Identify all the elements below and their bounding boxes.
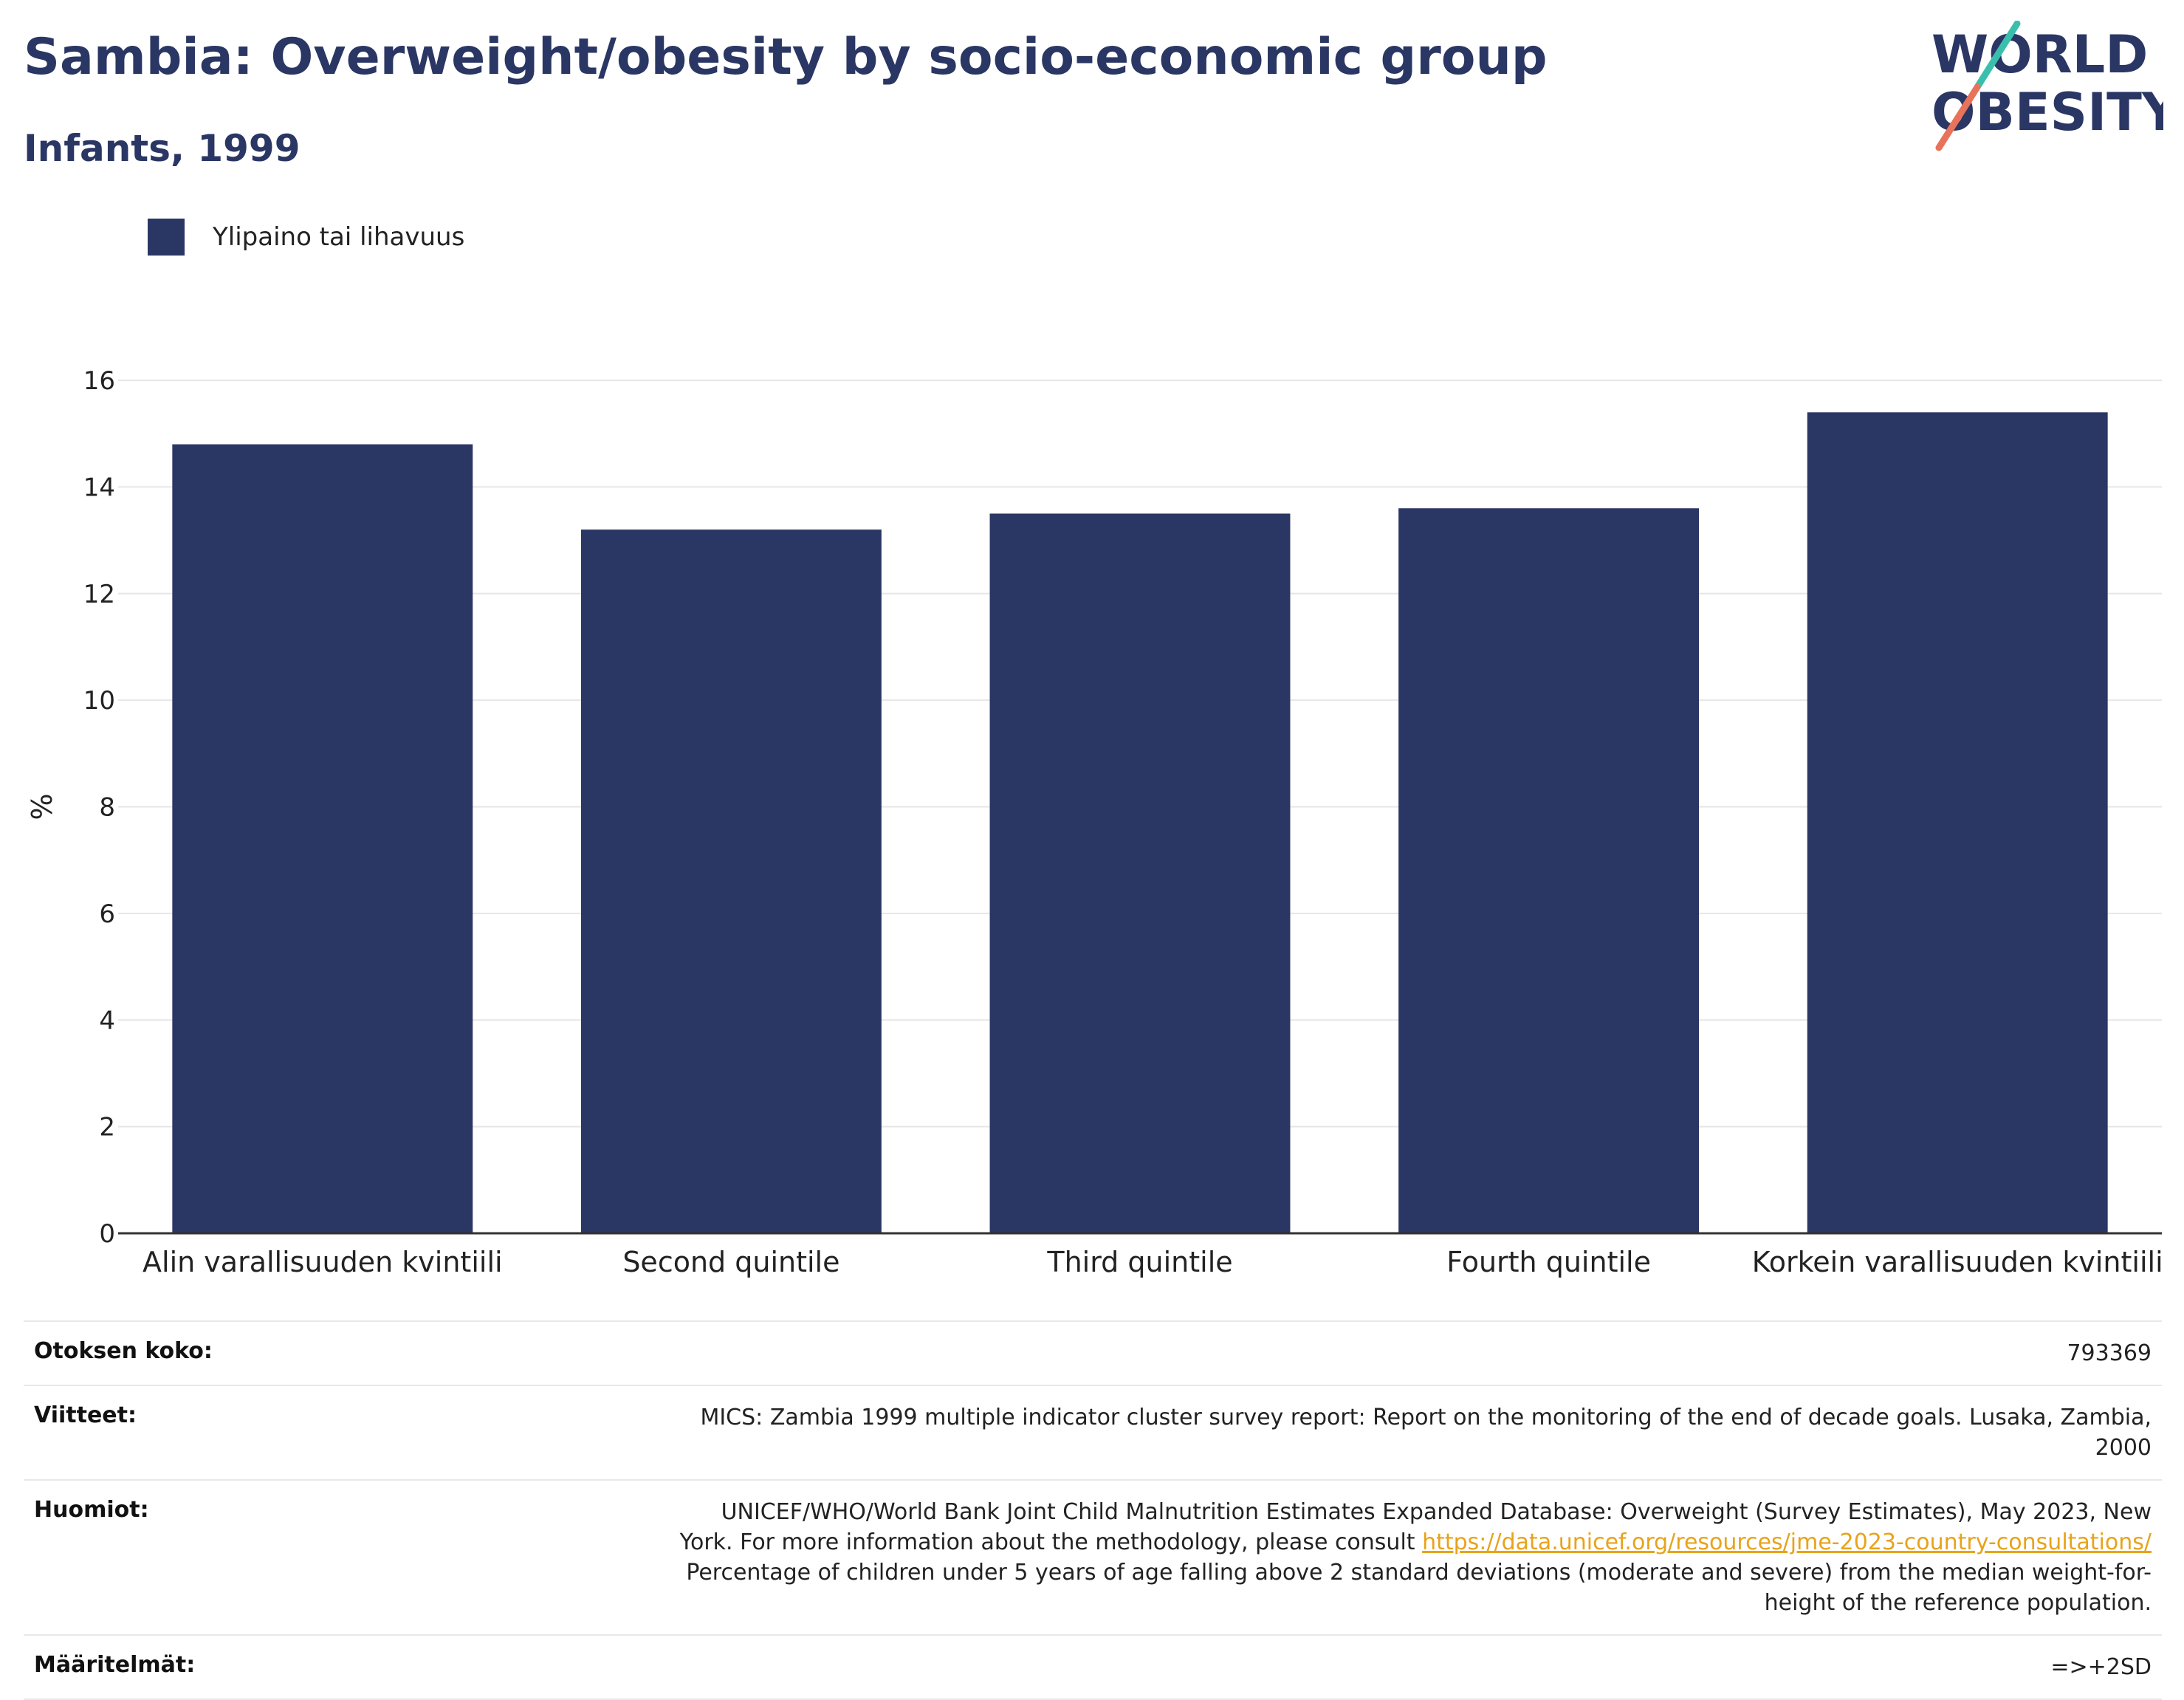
y-tick-label: 8 [99, 793, 115, 823]
logo-text-world: WORLD [1931, 24, 2148, 85]
definitions-value: =>+2SD [2050, 1654, 2152, 1680]
chart-legend[interactable]: Ylipaino tai lihavuus [148, 219, 464, 256]
x-tick-label: Korkein varallisuuden kvintiili [1752, 1246, 2163, 1278]
definitions-row: Määritelmät: =>+2SD [24, 1634, 2162, 1700]
bar-4 [1398, 508, 1700, 1233]
y-tick-label: 0 [99, 1219, 115, 1249]
sample-size-row: Otoksen koko: 793369 [24, 1320, 2162, 1385]
bar-3 [989, 513, 1291, 1233]
notes-line-1: UNICEF/WHO/World Bank Joint Child Malnut… [721, 1499, 2152, 1525]
logo-text-obesity: OBESITY [1931, 82, 2163, 143]
logo-teal-slash [1974, 21, 2021, 91]
sample-size-value: 793369 [2067, 1340, 2152, 1366]
y-tick-label: 6 [99, 899, 115, 929]
y-tick-label: 4 [99, 1006, 115, 1035]
chart-title: Sambia: Overweight/obesity by socio-econ… [24, 28, 1548, 86]
notes-line-3: Percentage of children under 5 years of … [686, 1560, 2152, 1586]
x-tick-label: Second quintile [622, 1246, 839, 1278]
x-tick-label: Alin varallisuuden kvintiili [142, 1246, 503, 1278]
sample-size-label: Otoksen koko: [34, 1338, 213, 1364]
logo-coral-slash [1935, 83, 1981, 151]
y-tick-label: 10 [83, 686, 115, 716]
legend-label: Ylipaino tai lihavuus [213, 222, 465, 252]
world-obesity-logo: WORLD OBESITY [1931, 21, 2163, 151]
notes-line-2: York. For more information about the met… [679, 1529, 1423, 1555]
definitions-label: Määritelmät: [34, 1652, 196, 1678]
y-tick-label: 2 [99, 1113, 115, 1142]
bar-chart: 0 2 4 6 8 10 12 14 16% Alin varallisuuden kvintii… [26, 366, 2163, 1278]
notes-label: Huomiot: [34, 1497, 149, 1523]
references-value: MICS: Zambia 1999 multiple indicator clu… [700, 1405, 2152, 1461]
notes-row: Huomiot: UNICEF/WHO/World Bank Joint Chi… [24, 1479, 2162, 1634]
legend-swatch [148, 219, 185, 256]
x-tick-label: Third quintile [1046, 1246, 1232, 1278]
y-tick-label: 12 [83, 580, 115, 609]
bar-1 [172, 444, 473, 1233]
x-tick-label: Fourth quintile [1446, 1246, 1651, 1278]
references-row: Viitteet: MICS: Zambia 1999 multiple ind… [24, 1385, 2162, 1479]
bar-5 [1807, 412, 2108, 1233]
y-axis-label: % [26, 793, 58, 820]
methodology-link[interactable]: https://data.unicef.org/resources/jme-20… [1422, 1529, 2152, 1555]
bar-2 [580, 529, 882, 1233]
info-table: Otoksen koko: 793369 Viitteet: MICS: Zam… [24, 1320, 2162, 1700]
chart-subtitle: Infants, 1999 [24, 127, 301, 170]
y-tick-label: 14 [83, 473, 115, 502]
references-label: Viitteet: [34, 1402, 137, 1428]
y-tick-label: 16 [83, 366, 115, 396]
notes-line-4: height of the reference population. [1764, 1590, 2152, 1616]
notes-value: UNICEF/WHO/World Bank Joint Child Malnut… [680, 1497, 2152, 1618]
